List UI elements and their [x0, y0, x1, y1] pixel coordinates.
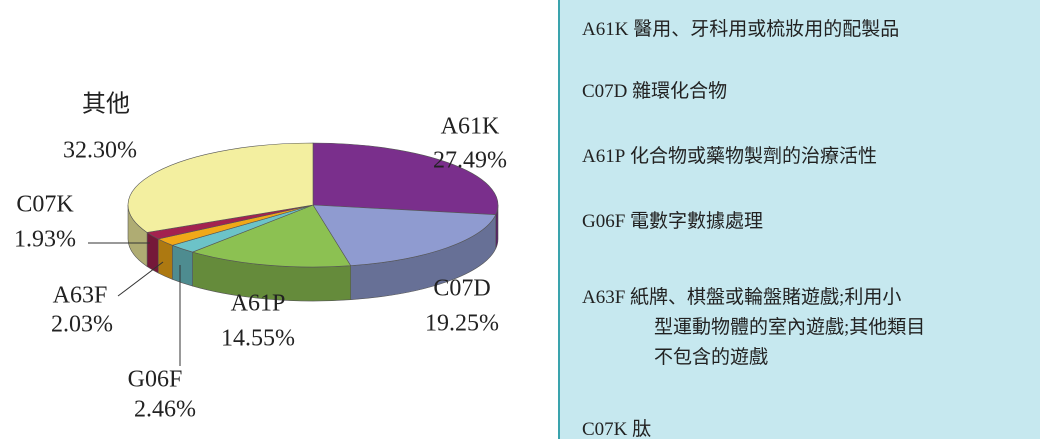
- value-label: 32.30%: [63, 138, 137, 164]
- legend-text: 電數字數據處理: [630, 211, 764, 232]
- legend-panel: A61K 醫用、牙科用或梳妝用的配製品 C07D 雜環化合物 A61P 化合物或藥物…: [558, 0, 1040, 440]
- legend-item: A61P 化合物或藥物製劑的治療活性: [582, 142, 877, 172]
- legend-code: G06F: [582, 211, 626, 232]
- value-label: 1.93%: [14, 227, 76, 253]
- category-label: C07D: [433, 276, 490, 302]
- category-label: A63F: [53, 283, 108, 309]
- legend-text: 型運動物體的室內遊戲;其他類目: [654, 317, 926, 338]
- legend-line: 型運動物體的室內遊戲;其他類目: [582, 313, 925, 343]
- legend-line: A61P 化合物或藥物製劑的治療活性: [582, 142, 877, 172]
- legend-item: G06F 電數字數據處理: [582, 207, 763, 237]
- value-label: 2.03%: [51, 312, 113, 338]
- legend-code: A61P: [582, 146, 626, 167]
- value-label: 27.49%: [433, 148, 507, 174]
- category-label: C07K: [16, 192, 74, 218]
- category-label: A61P: [231, 291, 286, 317]
- slice-side: [157, 238, 173, 280]
- value-label: 19.25%: [425, 311, 499, 337]
- legend-line: A63F 紙牌、棋盤或輪盤賭遊戲;利用小: [582, 283, 925, 313]
- legend-code: A61K: [582, 19, 629, 40]
- legend-item: C07D 雜環化合物: [582, 77, 727, 107]
- legend-text: 紙牌、棋盤或輪盤賭遊戲;利用小: [630, 287, 902, 308]
- legend-item: C07K 肽: [582, 415, 651, 445]
- legend-line: A61K 醫用、牙科用或梳妝用的配製品: [582, 15, 899, 45]
- legend-code: C07D: [582, 81, 628, 102]
- legend-line: 不包含的遊戲: [582, 343, 925, 373]
- legend-line: G06F 電數字數據處理: [582, 207, 763, 237]
- category-label: 其他: [82, 91, 130, 118]
- legend-text: 醫用、牙科用或梳妝用的配製品: [633, 19, 900, 40]
- value-label: 2.46%: [134, 397, 196, 423]
- legend-line: C07K 肽: [582, 415, 651, 445]
- legend-item: A63F 紙牌、棋盤或輪盤賭遊戲;利用小型運動物體的室內遊戲;其他類目 不包含的遊…: [582, 283, 925, 373]
- legend-text: 肽: [632, 419, 652, 440]
- chart: A61K 27.49% C07D 19.25% A61P 14.55% G06F 2.46% A…: [14, 91, 507, 423]
- slice: [127, 142, 314, 233]
- slice: [312, 204, 497, 267]
- legend-code: A63F: [582, 287, 626, 308]
- category-label: G06F: [128, 367, 183, 393]
- leader-line: [117, 261, 164, 297]
- slice: [191, 204, 352, 268]
- legend-text: 化合物或藥物製劑的治療活性: [630, 146, 878, 167]
- slice: [312, 142, 499, 215]
- legend-code: C07K: [582, 419, 628, 440]
- legend-item: A61K 醫用、牙科用或梳妝用的配製品: [582, 15, 899, 45]
- category-label: A61K: [441, 114, 500, 140]
- value-label: 14.55%: [221, 326, 295, 352]
- legend-text: 不包含的遊戲: [654, 347, 769, 368]
- legend-line: C07D 雜環化合物: [582, 77, 727, 107]
- legend-text: 雜環化合物: [632, 81, 728, 102]
